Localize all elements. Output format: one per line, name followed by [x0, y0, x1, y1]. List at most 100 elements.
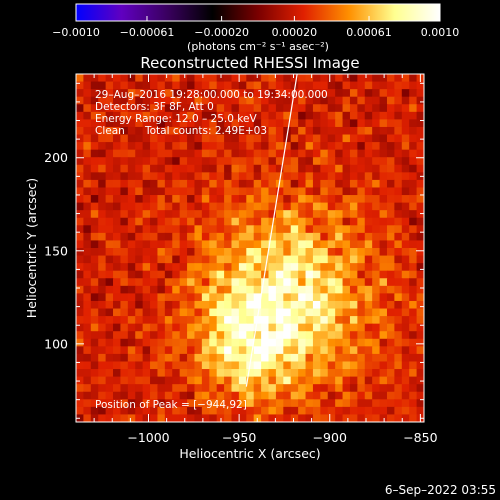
- heatmap-cell: [394, 331, 403, 340]
- heatmap-cell: [335, 225, 344, 234]
- heatmap-cell: [283, 74, 292, 83]
- heatmap-cell: [290, 187, 299, 196]
- heatmap-cell: [83, 338, 92, 347]
- heatmap-cell: [90, 270, 99, 279]
- heatmap-cell: [401, 278, 410, 287]
- heatmap-cell: [275, 263, 284, 272]
- heatmap-cell: [401, 195, 410, 204]
- heatmap-cell: [327, 96, 336, 105]
- heatmap-cell: [298, 232, 307, 242]
- heatmap-cell: [261, 142, 270, 151]
- heatmap-cell: [253, 346, 262, 355]
- heatmap-cell: [253, 111, 262, 120]
- heatmap-cell: [342, 338, 351, 347]
- heatmap-cell: [142, 142, 151, 151]
- heatmap-cell: [216, 119, 225, 128]
- heatmap-cell: [201, 323, 210, 332]
- heatmap-cell: [224, 217, 233, 226]
- heatmap-cell: [216, 361, 225, 370]
- heatmap-cell: [283, 255, 292, 264]
- heatmap-cell: [379, 414, 388, 422]
- heatmap-cell: [179, 300, 188, 310]
- heatmap-cell: [268, 187, 277, 196]
- heatmap-cell: [120, 217, 129, 226]
- heatmap-cell: [187, 134, 196, 143]
- heatmap-cell: [372, 111, 381, 120]
- heatmap-cell: [120, 293, 129, 302]
- heatmap-cell: [83, 399, 92, 408]
- heatmap-cell: [98, 119, 107, 128]
- heatmap-cell: [364, 346, 373, 355]
- heatmap-cell: [298, 270, 307, 279]
- heatmap-cell: [216, 406, 225, 416]
- heatmap-cell: [105, 157, 114, 166]
- heatmap-cell: [246, 111, 255, 120]
- heatmap-cell: [357, 263, 366, 272]
- heatmap-cell: [194, 187, 203, 196]
- heatmap-cell: [409, 179, 418, 189]
- heatmap-cell: [194, 202, 203, 211]
- heatmap-cell: [394, 126, 403, 136]
- heatmap-cell: [231, 225, 240, 234]
- heatmap-cell: [290, 89, 299, 98]
- heatmap-cell: [357, 217, 366, 226]
- heatmap-cell: [312, 179, 321, 189]
- heatmap-cell: [98, 202, 107, 211]
- heatmap-cell: [127, 172, 136, 181]
- heatmap-cell: [238, 255, 247, 264]
- heatmap-cell: [394, 255, 403, 264]
- x-axis-label: Heliocentric X (arcsec): [179, 446, 320, 461]
- heatmap-cell: [142, 323, 151, 332]
- heatmap-cell: [268, 414, 277, 422]
- heatmap-cell: [357, 361, 366, 370]
- heatmap-cell: [335, 384, 344, 393]
- heatmap-cell: [290, 285, 299, 294]
- heatmap-cell: [268, 225, 277, 234]
- heatmap-cell: [224, 369, 233, 378]
- heatmap-cell: [113, 81, 122, 90]
- heatmap-cell: [238, 225, 247, 234]
- heatmap-cell: [372, 225, 381, 234]
- heatmap-cell: [320, 179, 329, 189]
- heatmap-cell: [216, 255, 225, 264]
- heatmap-cell: [275, 104, 284, 113]
- heatmap-cell: [187, 316, 196, 325]
- heatmap-cell: [157, 331, 166, 340]
- heatmap-cell: [283, 164, 292, 173]
- heatmap-cell: [127, 89, 136, 98]
- heatmap-cell: [142, 263, 151, 272]
- heatmap-cell: [164, 104, 173, 113]
- colorbar-ticks: −0.0010 −0.00061 −0.00020 0.00020 0.00061 0.0…: [52, 16, 459, 39]
- heatmap-cell: [305, 179, 314, 189]
- heatmap-cell: [194, 263, 203, 272]
- heatmap-cell: [231, 308, 240, 317]
- heatmap-cell: [238, 361, 247, 370]
- heatmap-cell: [194, 338, 203, 347]
- heatmap-cell: [290, 270, 299, 279]
- heatmap-cell: [172, 384, 181, 393]
- heatmap-cell: [224, 316, 233, 325]
- heatmap-cell: [290, 210, 299, 219]
- heatmap-cell: [409, 240, 418, 249]
- heatmap-cell: [194, 111, 203, 120]
- heatmap-cell: [409, 300, 418, 310]
- heatmap-cell: [164, 149, 173, 158]
- heatmap-cell: [127, 134, 136, 143]
- heatmap-cell: [290, 414, 299, 422]
- heatmap-cell: [179, 255, 188, 264]
- heatmap-cell: [335, 255, 344, 264]
- heatmap-cell: [238, 142, 247, 151]
- heatmap-cell: [298, 164, 307, 173]
- heatmap-cell: [187, 308, 196, 317]
- heatmap-cell: [335, 353, 344, 363]
- heatmap-cell: [90, 391, 99, 400]
- heatmap-cell: [320, 248, 329, 257]
- heatmap-cell: [283, 278, 292, 287]
- heatmap-cell: [76, 263, 84, 272]
- heatmap-cell: [268, 263, 277, 272]
- heatmap-cell: [261, 119, 270, 128]
- heatmap-cell: [142, 232, 151, 242]
- heatmap-cell: [401, 406, 410, 416]
- heatmap-cell: [90, 187, 99, 196]
- heatmap-cell: [364, 300, 373, 310]
